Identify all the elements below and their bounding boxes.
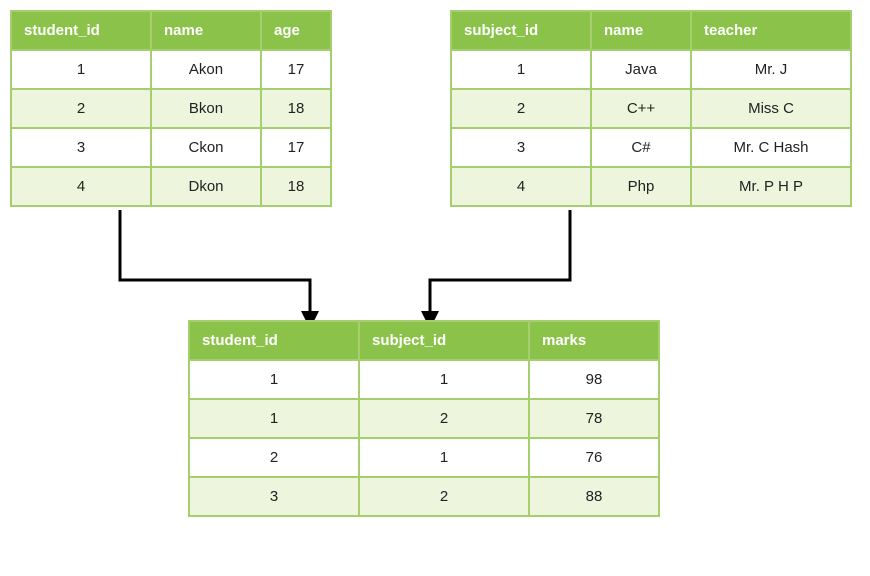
- table-row: 2Bkon18: [11, 89, 331, 128]
- students-cell-name: Bkon: [151, 89, 261, 128]
- relationship-arrow-1: [430, 210, 570, 320]
- students-cell-name: Akon: [151, 50, 261, 89]
- students-cell-age: 18: [261, 89, 331, 128]
- table-row: 2176: [189, 438, 659, 477]
- table-row: 2C++Miss C: [451, 89, 851, 128]
- marks-cell-marks: 98: [529, 360, 659, 399]
- marks-cell-marks: 78: [529, 399, 659, 438]
- subjects-cell-teacher: Mr. J: [691, 50, 851, 89]
- students-header-student_id: student_id: [11, 11, 151, 50]
- marks-cell-student_id: 1: [189, 399, 359, 438]
- subjects-header-name: name: [591, 11, 691, 50]
- subjects-cell-name: C#: [591, 128, 691, 167]
- students-table: student_idnameage1Akon172Bkon183Ckon174D…: [10, 10, 332, 207]
- marks-cell-marks: 76: [529, 438, 659, 477]
- subjects-cell-subject_id: 1: [451, 50, 591, 89]
- marks-header-subject_id: subject_id: [359, 321, 529, 360]
- marks-table: student_idsubject_idmarks119812782176328…: [188, 320, 660, 517]
- subjects-header-teacher: teacher: [691, 11, 851, 50]
- marks-cell-subject_id: 2: [359, 399, 529, 438]
- table-row: 1278: [189, 399, 659, 438]
- subjects-table: subject_idnameteacher1JavaMr. J2C++Miss …: [450, 10, 852, 207]
- students-cell-age: 17: [261, 50, 331, 89]
- subjects-cell-name: C++: [591, 89, 691, 128]
- marks-cell-subject_id: 1: [359, 438, 529, 477]
- table-row: 1198: [189, 360, 659, 399]
- subjects-cell-name: Java: [591, 50, 691, 89]
- subjects-cell-name: Php: [591, 167, 691, 206]
- table-row: 3Ckon17: [11, 128, 331, 167]
- subjects-cell-subject_id: 2: [451, 89, 591, 128]
- marks-cell-student_id: 3: [189, 477, 359, 516]
- marks-cell-marks: 88: [529, 477, 659, 516]
- table-row: 4Dkon18: [11, 167, 331, 206]
- table-row: 1JavaMr. J: [451, 50, 851, 89]
- subjects-cell-subject_id: 3: [451, 128, 591, 167]
- subjects-header-subject_id: subject_id: [451, 11, 591, 50]
- students-header-name: name: [151, 11, 261, 50]
- table-row: 3288: [189, 477, 659, 516]
- students-cell-age: 18: [261, 167, 331, 206]
- marks-header-student_id: student_id: [189, 321, 359, 360]
- marks-cell-student_id: 1: [189, 360, 359, 399]
- students-cell-name: Ckon: [151, 128, 261, 167]
- table-row: 4PhpMr. P H P: [451, 167, 851, 206]
- subjects-cell-teacher: Mr. C Hash: [691, 128, 851, 167]
- table-row: 3C#Mr. C Hash: [451, 128, 851, 167]
- students-cell-age: 17: [261, 128, 331, 167]
- marks-cell-subject_id: 1: [359, 360, 529, 399]
- students-cell-student_id: 1: [11, 50, 151, 89]
- diagram-canvas: student_idnameage1Akon172Bkon183Ckon174D…: [10, 10, 860, 566]
- students-header-age: age: [261, 11, 331, 50]
- subjects-cell-teacher: Miss C: [691, 89, 851, 128]
- table-row: 1Akon17: [11, 50, 331, 89]
- marks-cell-subject_id: 2: [359, 477, 529, 516]
- marks-cell-student_id: 2: [189, 438, 359, 477]
- subjects-cell-teacher: Mr. P H P: [691, 167, 851, 206]
- students-cell-student_id: 2: [11, 89, 151, 128]
- relationship-arrow-0: [120, 210, 310, 320]
- students-cell-student_id: 4: [11, 167, 151, 206]
- students-cell-student_id: 3: [11, 128, 151, 167]
- marks-header-marks: marks: [529, 321, 659, 360]
- students-cell-name: Dkon: [151, 167, 261, 206]
- subjects-cell-subject_id: 4: [451, 167, 591, 206]
